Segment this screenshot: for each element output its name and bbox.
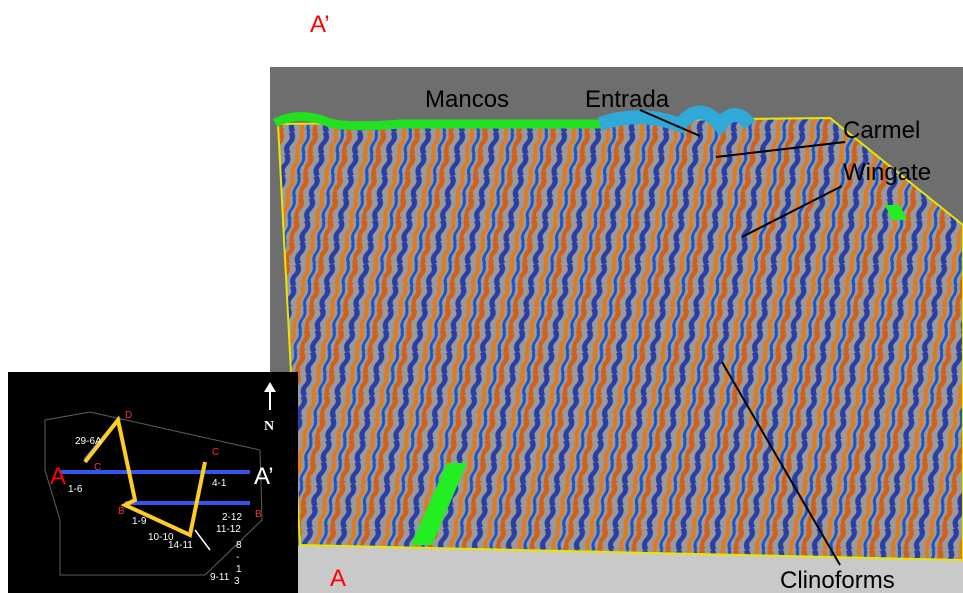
horizon-label: Carmel [843, 117, 920, 144]
feature-label: Clinoforms [780, 567, 895, 593]
line-letter: B [255, 509, 262, 520]
well-label: 1-6 [68, 484, 83, 495]
well-label: - [236, 552, 239, 563]
horizon-label: Mancos [425, 86, 509, 113]
section-start-label: A [330, 565, 346, 592]
line-letter: C [212, 447, 219, 458]
figure: A’ Mancos Entrada Carmel Wingate Clinofo… [0, 0, 963, 593]
horizon-label: Entrada [585, 86, 670, 113]
well-label: 8 [236, 540, 242, 551]
horizon-label: Wingate [843, 159, 931, 186]
well-label: 2-12 [222, 512, 242, 523]
well-label: 4-1 [212, 478, 227, 489]
well-label: 11-12 [216, 524, 241, 535]
section-end-label: A’ [310, 11, 330, 38]
line-letter: D [125, 410, 132, 421]
well-label: 29-6A [75, 436, 102, 447]
north-label: N [264, 419, 274, 434]
well-label: 14-11 [168, 540, 193, 551]
well-label: 3 [234, 576, 240, 587]
well-label: 1 [236, 564, 242, 575]
map-section-start: A [50, 463, 66, 490]
map-inset: N A A’ [8, 372, 298, 593]
line-letter: B [118, 506, 125, 517]
line-letter: C [94, 462, 101, 473]
well-label: 9-11 [210, 572, 230, 583]
well-label: 1-9 [132, 516, 147, 527]
map-section-end: A’ [254, 463, 274, 490]
